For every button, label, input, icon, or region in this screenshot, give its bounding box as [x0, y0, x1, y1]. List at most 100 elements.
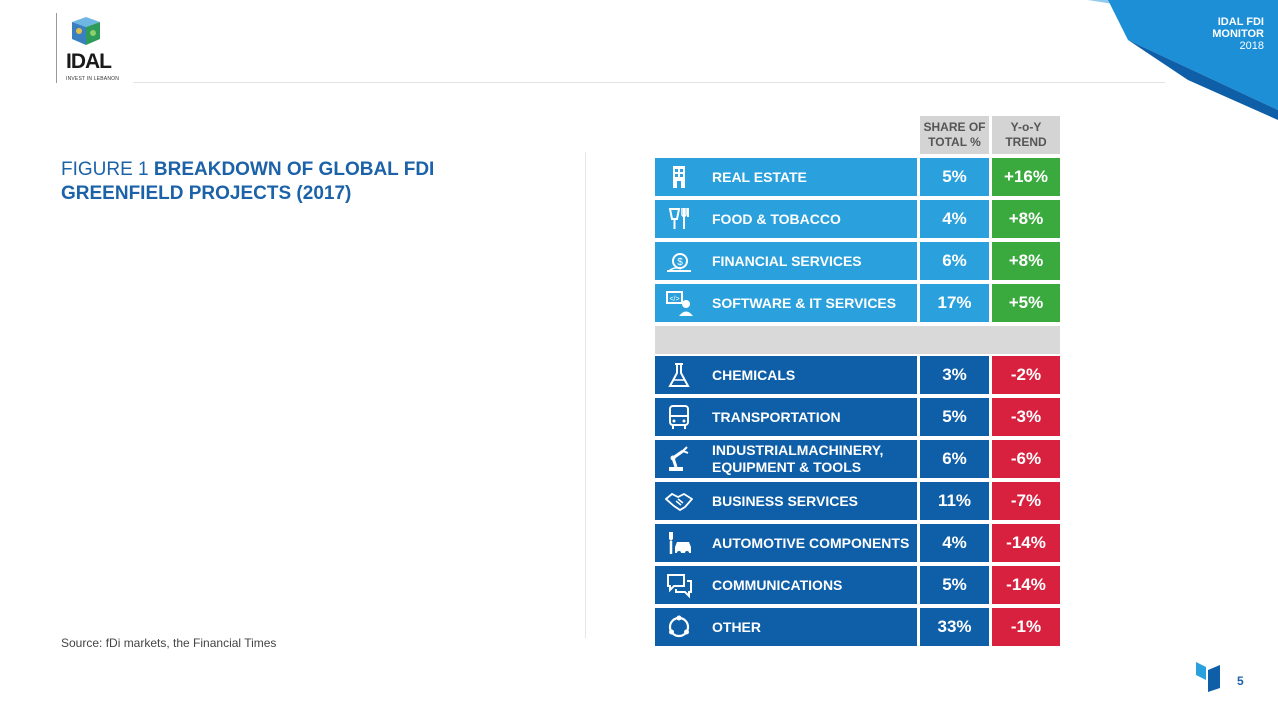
trend-cell: -14%: [992, 566, 1060, 604]
share-cell: 5%: [920, 398, 989, 436]
figure-title: FIGURE 1 BREAKDOWN OF GLOBAL FDI GREENFI…: [61, 158, 501, 206]
source-note: Source: fDi markets, the Financial Times: [61, 636, 277, 650]
vertical-divider: [585, 152, 586, 638]
money-bag-icon: $: [667, 253, 691, 272]
share-cell: 11%: [920, 482, 989, 520]
trend-value: +8%: [1008, 251, 1044, 270]
cycle-icon: [668, 615, 690, 638]
svg-text:</>: </>: [669, 296, 679, 303]
table-row: REAL ESTATE 5% +16%: [655, 158, 1060, 196]
sector-label: OTHER: [712, 618, 761, 635]
share-value: 11%: [937, 491, 972, 510]
logo-tagline: INVEST IN LEBANON: [66, 76, 120, 82]
trend-cell: -14%: [992, 524, 1060, 562]
share-cell: 17%: [920, 284, 989, 322]
section-gap: [655, 326, 1060, 354]
trend-value: -2%: [1010, 365, 1042, 384]
share-cell: 5%: [920, 158, 989, 196]
figure-number: FIGURE 1: [61, 159, 149, 180]
building-icon: [673, 166, 685, 188]
figure-heading: BREAKDOWN OF GLOBAL FDI GREENFIELD PROJE…: [61, 159, 435, 204]
corner-ribbon: [1088, 0, 1278, 120]
share-value: 5%: [942, 575, 967, 594]
sector-label: BUSINESS SERVICES: [712, 492, 859, 509]
idal-logo: IDAL INVEST IN LEBANON: [60, 16, 126, 86]
flask-icon: [668, 363, 690, 387]
table-row: </> SOFTWARE & IT SERVICES 17% +5%: [655, 284, 1060, 322]
sector-cell: FOOD & TOBACCO: [655, 200, 917, 238]
sector-label: FINANCIAL SERVICES: [712, 252, 862, 269]
header-rule: [133, 82, 1165, 83]
robot-arm-icon: [669, 446, 689, 471]
share-value: 4%: [942, 533, 967, 552]
developer-icon: </>: [666, 291, 693, 316]
sector-cell: TRANSPORTATION: [655, 398, 917, 436]
sector-cell: $ FINANCIAL SERVICES: [655, 242, 917, 280]
trend-value: +5%: [1008, 293, 1044, 312]
table-row: BUSINESS SERVICES 11% -7%: [655, 482, 1060, 520]
trend-value: +16%: [1004, 167, 1048, 186]
share-value: 33%: [937, 617, 972, 636]
trend-value: -7%: [1010, 491, 1042, 510]
share-value: 17%: [937, 293, 972, 312]
share-cell: 6%: [920, 242, 989, 280]
trend-cell: +16%: [992, 158, 1060, 196]
sector-label: TRANSPORTATION: [712, 408, 841, 425]
sector-label: CHEMICALS: [712, 366, 796, 383]
sector-cell: OTHER: [655, 608, 917, 646]
trend-cell: -2%: [992, 356, 1060, 394]
ribbon-year: 2018: [1239, 40, 1264, 52]
sector-label: REAL ESTATE: [712, 168, 807, 185]
ribbon-line-1: IDAL FDI: [1217, 16, 1264, 28]
trend-value: -1%: [1010, 617, 1042, 636]
car-wrench-icon: [669, 532, 691, 555]
sector-cell: CHEMICALS: [655, 356, 917, 394]
share-cell: 5%: [920, 566, 989, 604]
sector-cell: INDUSTRIALMACHINERY, EQUIPMENT & TOOLS: [655, 440, 917, 478]
share-cell: 6%: [920, 440, 989, 478]
bus-icon: [669, 405, 689, 429]
table-row: TRANSPORTATION 5% -3%: [655, 398, 1060, 436]
share-cell: 33%: [920, 608, 989, 646]
cube-logo-icon: [72, 17, 100, 45]
trend-cell: -3%: [992, 398, 1060, 436]
header-trend-label: Y-o-Y TREND: [1005, 120, 1047, 149]
share-cell: 3%: [920, 356, 989, 394]
sector-cell: REAL ESTATE: [655, 158, 917, 196]
table-row: FOOD & TOBACCO 4% +8%: [655, 200, 1060, 238]
share-value: 3%: [942, 365, 967, 384]
table-row: $ FINANCIAL SERVICES 6% +8%: [655, 242, 1060, 280]
brand-mark-icon: [1196, 662, 1220, 692]
sector-label: AUTOMOTIVE COMPONENTS: [712, 534, 910, 551]
table-row: COMMUNICATIONS 5% -14%: [655, 566, 1060, 604]
trend-cell: +8%: [992, 242, 1060, 280]
sector-cell: AUTOMOTIVE COMPONENTS: [655, 524, 917, 562]
share-value: 5%: [942, 407, 967, 426]
trend-cell: +8%: [992, 200, 1060, 238]
ribbon-title: IDAL FDI MONITOR 2018: [1212, 16, 1264, 52]
share-value: 4%: [942, 209, 967, 228]
header-share: SHARE OF TOTAL %: [920, 116, 989, 154]
sector-label: INDUSTRIALMACHINERY, EQUIPMENT & TOOLS: [712, 442, 884, 475]
table-row: AUTOMOTIVE COMPONENTS 4% -14%: [655, 524, 1060, 562]
trend-cell: -7%: [992, 482, 1060, 520]
sector-label: FOOD & TOBACCO: [712, 210, 841, 227]
ribbon-line-2: MONITOR: [1212, 28, 1264, 40]
page-number: 5: [1237, 674, 1244, 688]
logo-divider: [56, 13, 57, 83]
trend-value: -14%: [1006, 575, 1046, 594]
trend-value: +8%: [1008, 209, 1044, 228]
trend-cell: +5%: [992, 284, 1060, 322]
logo-wordmark: IDAL: [66, 50, 112, 73]
table-row: OTHER 33% -1%: [655, 608, 1060, 646]
share-cell: 4%: [920, 524, 989, 562]
svg-text:$: $: [677, 257, 683, 268]
sector-cell: </> SOFTWARE & IT SERVICES: [655, 284, 917, 322]
header-share-label: SHARE OF TOTAL %: [923, 120, 986, 149]
trend-value: -6%: [1010, 449, 1042, 468]
table-row: CHEMICALS 3% -2%: [655, 356, 1060, 394]
header-trend: Y-o-Y TREND: [992, 116, 1060, 154]
chat-icon: [667, 574, 692, 599]
trend-cell: -1%: [992, 608, 1060, 646]
sector-label: SOFTWARE & IT SERVICES: [712, 294, 897, 311]
